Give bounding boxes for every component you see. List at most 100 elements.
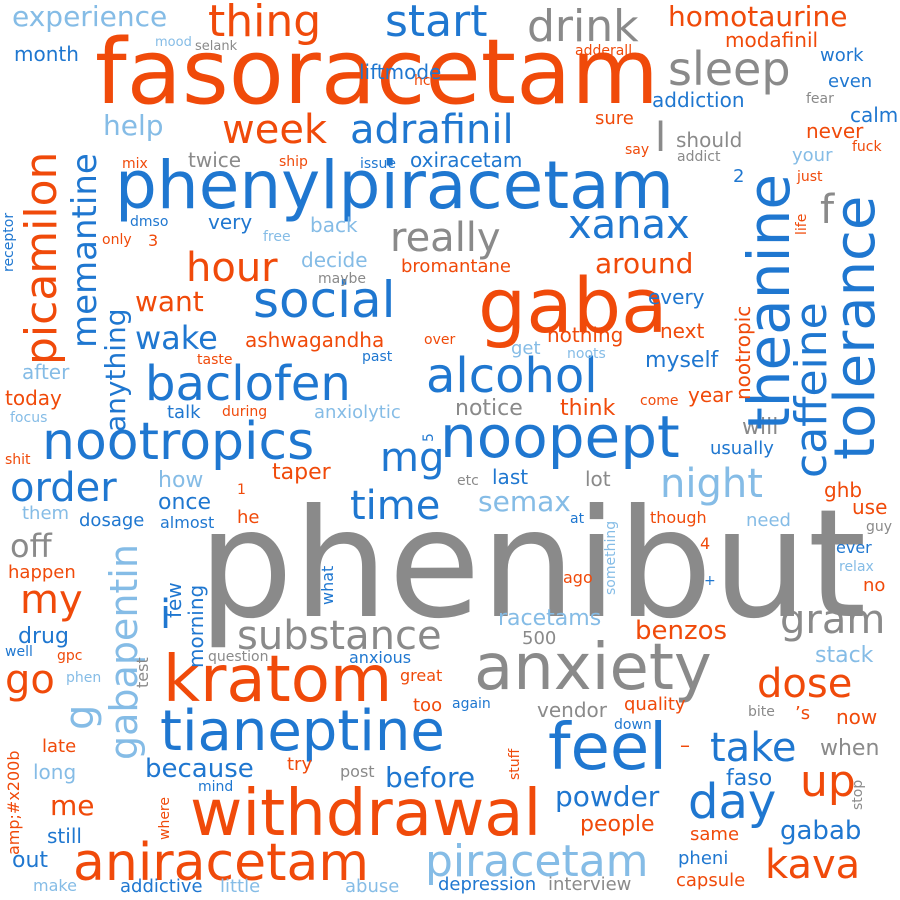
word-around: around [595,247,694,280]
word-what: what [318,565,337,605]
word-receptor: receptor [1,212,17,272]
word-anything: anything [99,308,132,433]
word-well: well [5,644,33,660]
word-plus: + [704,573,716,589]
word-over: over [424,332,456,348]
word-mix: mix [122,156,148,172]
word-i: i [160,592,172,638]
word-addict: addict [677,149,721,165]
word-feel: feel [548,711,668,785]
word-relax: relax [839,559,874,575]
word-order: order [10,465,117,511]
word-nootropics: nootropics [42,412,315,472]
word-hour: hour [186,245,278,291]
word-mg: mg [380,435,445,481]
word-fasoracetam: fasoracetam [95,20,659,125]
word-shit: shit [5,452,31,468]
word-powder: powder [555,780,660,813]
word-make: make [33,876,77,895]
word-noopept: noopept [440,403,680,471]
word-social: social [253,271,396,329]
word-vendor: vendor [537,698,607,722]
word-substance: substance [237,613,442,659]
word-picamilon: picamilon [16,151,67,365]
word-my: my [20,577,83,623]
word-anxious: anxious [349,648,412,667]
word-just: just [797,169,823,185]
word-help: help [103,109,164,142]
word-selank: selank [195,39,238,54]
word-usually: usually [710,438,774,459]
word-day: day [688,774,777,830]
word-same: same [690,824,740,845]
word-again: again [452,696,491,712]
word-xanax: xanax [568,202,690,248]
word-where: where [157,797,173,840]
word-when: when [820,736,880,761]
word-post: post [340,762,375,781]
word-few: few [162,582,186,618]
word-oxiracetam: oxiracetam [410,148,523,172]
word-talk: talk [167,402,201,423]
word-time: time [350,483,441,529]
word-nothing: nothing [547,323,624,347]
word-try: try [287,754,313,775]
word-etc: etc [457,473,479,489]
word-bromantane: bromantane [401,256,511,277]
word-even: even [828,71,873,92]
word-maybe: maybe [318,271,367,287]
word-lot: lot [585,467,611,491]
word-kratom: kratom [163,643,393,717]
word-great: great [400,666,443,685]
word-aniracetam: aniracetam [73,833,370,893]
word-nootropic: nootropic [731,305,755,400]
word-liftmode: liftmode [359,60,442,84]
word-piracetam: piracetam [425,836,649,887]
word-s: ’s [795,703,811,724]
word-dosage: dosage [79,510,145,531]
word-4: 4 [700,534,711,553]
word-after: after [22,360,70,384]
word-say: say [625,142,650,158]
word-addiction: addiction [652,88,745,112]
word-addictive: addictive [120,876,203,897]
word-gabab: gabab [780,816,862,846]
word-really: really [390,215,501,261]
word-adrafinil: adrafinil [350,107,514,153]
word-l: l [655,115,667,161]
word-free: free [263,229,291,245]
word-think: think [560,396,616,421]
word-pheni: pheni [678,848,729,869]
word-down: down [614,717,652,733]
word-racetams: racetams [498,606,602,631]
word-alcohol: alcohol [426,348,598,404]
word-phenylpiracetam: phenylpiracetam [115,147,674,224]
word-dose: dose [757,661,853,707]
word-off: off [10,527,52,565]
word-phenibut: phenibut [198,478,867,652]
word-your: your [792,145,833,166]
word-noots: noots [567,346,606,362]
word-gabapentin: gabapentin [102,544,146,760]
word-ashwagandha: ashwagandha [245,328,385,352]
word-faso: faso [726,766,773,791]
word-almost: almost [160,513,215,532]
word-g: g [57,704,103,730]
word-need: need [746,510,791,531]
word-life: life [794,213,810,235]
word-long: long [33,760,77,784]
word-people: people [580,812,655,837]
word-decide: decide [301,248,368,272]
word-memantine: memantine [65,153,105,348]
word-should: should [676,128,743,152]
word-once: once [158,490,212,515]
word-now: now [836,705,878,729]
word-come: come [640,393,679,409]
word-benzos: benzos [635,616,728,646]
word-past: past [362,349,393,365]
word-out: out [12,848,49,873]
word-semax: semax [478,485,571,518]
word-little: little [220,876,261,897]
word-notice: notice [455,396,523,421]
word-gaba: gaba [478,261,668,350]
